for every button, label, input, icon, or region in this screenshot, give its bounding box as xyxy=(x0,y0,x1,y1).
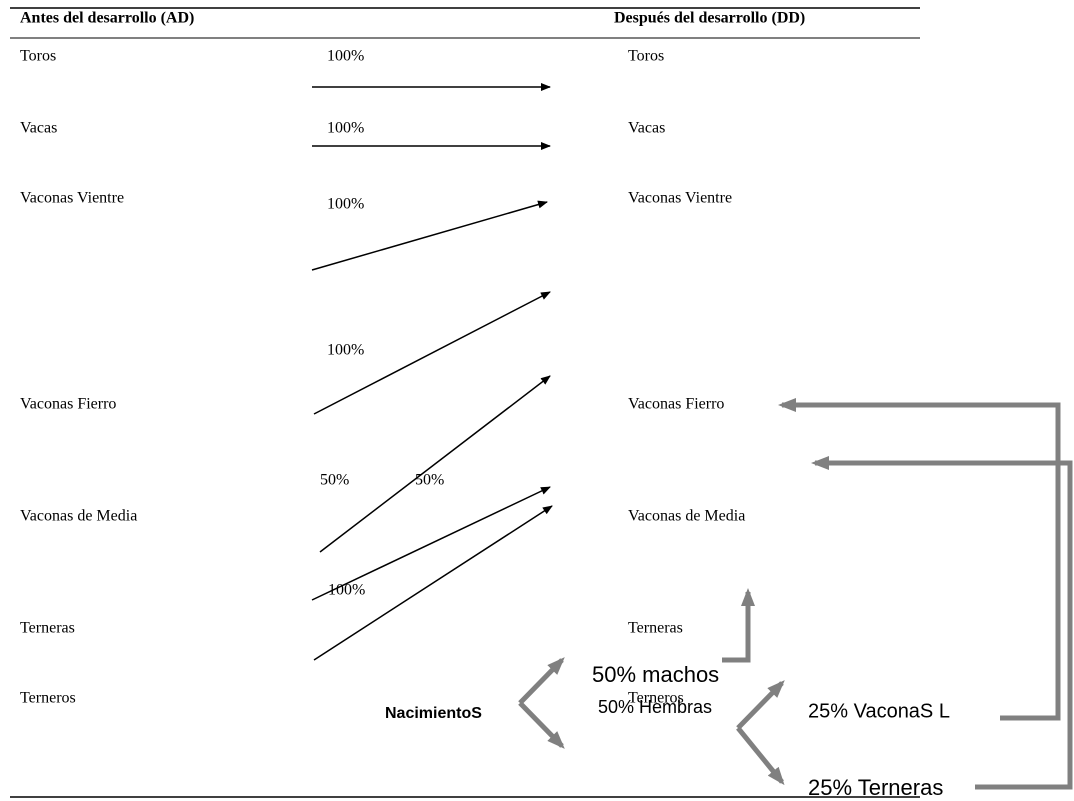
percent-label: 100% xyxy=(327,120,364,137)
percent-label: 100% xyxy=(327,342,364,359)
right-label: Vaconas Fierro xyxy=(628,396,724,413)
black-arrows xyxy=(311,83,553,661)
left-label: Terneras xyxy=(20,620,75,637)
left-label: Terneros xyxy=(20,690,76,707)
right-label: Vaconas de Media xyxy=(628,508,745,525)
percent-label: 50% xyxy=(415,472,444,489)
left-label: Vaconas Fierro xyxy=(20,396,116,413)
gray-arrows xyxy=(518,398,1073,790)
rules xyxy=(10,7,920,798)
heifers-label: 25% Terneras xyxy=(808,775,943,800)
percent-label: 100% xyxy=(327,196,364,213)
percent-label: 100% xyxy=(327,48,364,65)
labels: Toros Vacas Vaconas Vientre Vaconas Fierro V… xyxy=(20,48,745,707)
right-label: Vaconas Vientre xyxy=(628,190,732,207)
right-label: Terneros xyxy=(628,690,684,707)
right-label: Toros xyxy=(628,48,664,65)
females-label: 50% Hembras xyxy=(598,697,712,717)
births-label: NacimientoS xyxy=(385,705,482,722)
left-label: Toros xyxy=(20,48,56,65)
left-label: Vaconas de Media xyxy=(20,508,137,525)
right-label: Vacas xyxy=(628,120,665,137)
left-label: Vacas xyxy=(20,120,57,137)
right-label: Terneras xyxy=(628,620,683,637)
percent-label: 50% xyxy=(320,472,349,489)
left-label: Vaconas Vientre xyxy=(20,190,124,207)
males-label: 50% machos xyxy=(592,662,719,687)
header-left: Antes del desarrollo (AD) xyxy=(20,10,194,27)
header-right: Después del desarrollo (DD) xyxy=(614,10,805,27)
percent-label: 100% xyxy=(328,582,365,599)
heifers-fierro-label: 25% VaconaS L xyxy=(808,700,950,722)
